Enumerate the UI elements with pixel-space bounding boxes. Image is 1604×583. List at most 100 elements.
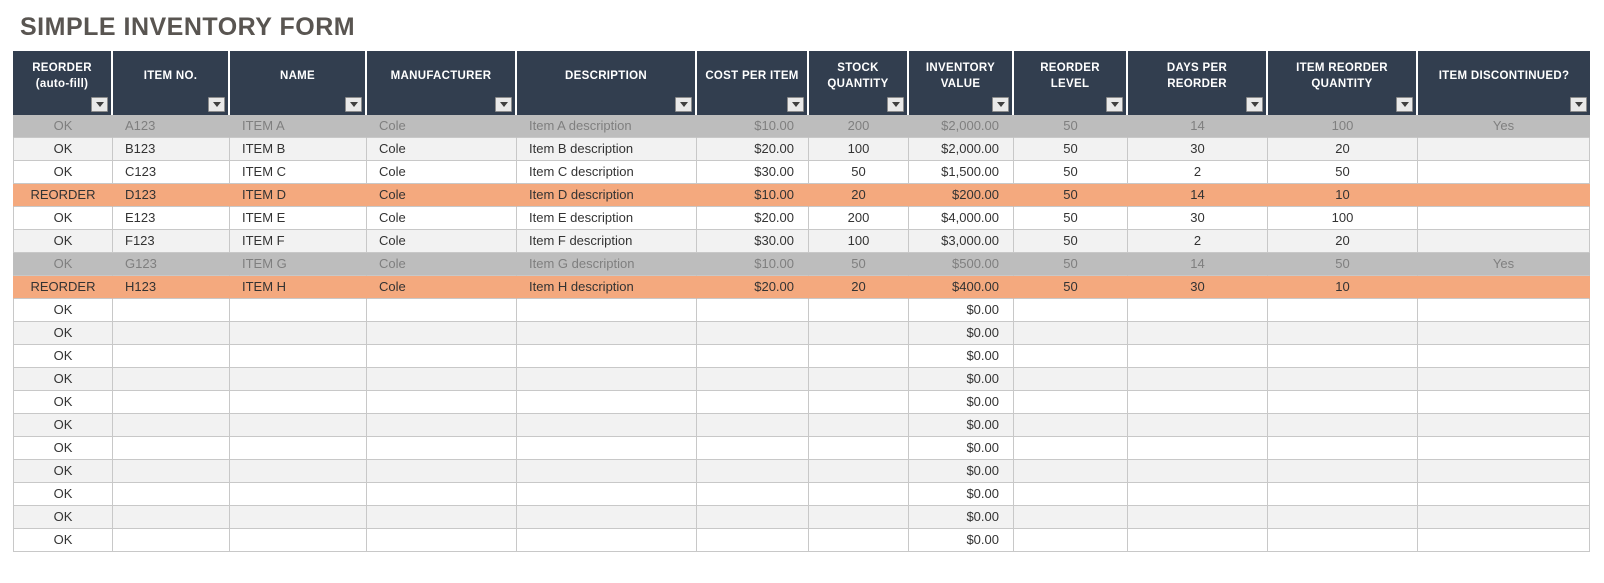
cell-item_reorder_qty[interactable] xyxy=(1268,483,1418,506)
cell-item_reorder_qty[interactable] xyxy=(1268,299,1418,322)
cell-name[interactable] xyxy=(230,368,367,391)
cell-description[interactable] xyxy=(517,483,697,506)
cell-reorder_status[interactable]: OK xyxy=(13,529,113,552)
cell-cost_per_item[interactable]: $10.00 xyxy=(697,184,809,207)
cell-name[interactable] xyxy=(230,299,367,322)
cell-manufacturer[interactable] xyxy=(367,483,517,506)
cell-name[interactable] xyxy=(230,391,367,414)
cell-cost_per_item[interactable] xyxy=(697,483,809,506)
filter-dropdown-button-description[interactable] xyxy=(675,97,692,112)
cell-stock_quantity[interactable] xyxy=(809,529,909,552)
cell-days_per_reorder[interactable]: 30 xyxy=(1128,207,1268,230)
cell-item_discontinued[interactable] xyxy=(1418,368,1590,391)
cell-description[interactable]: Item E description xyxy=(517,207,697,230)
cell-reorder_status[interactable]: OK xyxy=(13,207,113,230)
cell-item_discontinued[interactable] xyxy=(1418,391,1590,414)
cell-stock_quantity[interactable] xyxy=(809,414,909,437)
cell-reorder_status[interactable]: OK xyxy=(13,161,113,184)
cell-item_reorder_qty[interactable]: 10 xyxy=(1268,184,1418,207)
cell-stock_quantity[interactable] xyxy=(809,506,909,529)
filter-dropdown-button-item_discontinued[interactable] xyxy=(1570,97,1587,112)
filter-dropdown-button-days_per_reorder[interactable] xyxy=(1246,97,1263,112)
cell-manufacturer[interactable]: Cole xyxy=(367,115,517,138)
cell-days_per_reorder[interactable] xyxy=(1128,414,1268,437)
cell-stock_quantity[interactable] xyxy=(809,299,909,322)
cell-cost_per_item[interactable]: $30.00 xyxy=(697,230,809,253)
cell-days_per_reorder[interactable] xyxy=(1128,368,1268,391)
cell-days_per_reorder[interactable] xyxy=(1128,529,1268,552)
cell-name[interactable]: ITEM E xyxy=(230,207,367,230)
cell-item_discontinued[interactable] xyxy=(1418,207,1590,230)
cell-name[interactable] xyxy=(230,414,367,437)
cell-name[interactable]: ITEM G xyxy=(230,253,367,276)
cell-reorder_level[interactable]: 50 xyxy=(1014,230,1128,253)
cell-inventory_value[interactable]: $0.00 xyxy=(909,529,1014,552)
cell-inventory_value[interactable]: $0.00 xyxy=(909,345,1014,368)
cell-manufacturer[interactable]: Cole xyxy=(367,230,517,253)
cell-days_per_reorder[interactable]: 14 xyxy=(1128,184,1268,207)
cell-item_reorder_qty[interactable]: 100 xyxy=(1268,115,1418,138)
cell-inventory_value[interactable]: $0.00 xyxy=(909,483,1014,506)
cell-cost_per_item[interactable]: $20.00 xyxy=(697,138,809,161)
cell-item_discontinued[interactable] xyxy=(1418,345,1590,368)
cell-item_no[interactable] xyxy=(113,460,230,483)
cell-days_per_reorder[interactable] xyxy=(1128,506,1268,529)
cell-cost_per_item[interactable]: $20.00 xyxy=(697,207,809,230)
cell-manufacturer[interactable] xyxy=(367,437,517,460)
cell-name[interactable]: ITEM B xyxy=(230,138,367,161)
cell-manufacturer[interactable]: Cole xyxy=(367,138,517,161)
cell-description[interactable] xyxy=(517,322,697,345)
cell-manufacturer[interactable] xyxy=(367,460,517,483)
cell-inventory_value[interactable]: $200.00 xyxy=(909,184,1014,207)
cell-name[interactable]: ITEM C xyxy=(230,161,367,184)
cell-name[interactable]: ITEM A xyxy=(230,115,367,138)
cell-reorder_status[interactable]: OK xyxy=(13,437,113,460)
filter-dropdown-button-inventory_value[interactable] xyxy=(992,97,1009,112)
cell-item_no[interactable] xyxy=(113,345,230,368)
cell-stock_quantity[interactable] xyxy=(809,483,909,506)
cell-name[interactable]: ITEM F xyxy=(230,230,367,253)
cell-item_no[interactable] xyxy=(113,391,230,414)
cell-reorder_level[interactable] xyxy=(1014,483,1128,506)
cell-reorder_level[interactable]: 50 xyxy=(1014,138,1128,161)
cell-stock_quantity[interactable]: 100 xyxy=(809,138,909,161)
cell-reorder_status[interactable]: REORDER xyxy=(13,276,113,299)
cell-stock_quantity[interactable]: 100 xyxy=(809,230,909,253)
cell-days_per_reorder[interactable]: 14 xyxy=(1128,253,1268,276)
filter-dropdown-button-stock_quantity[interactable] xyxy=(887,97,904,112)
cell-manufacturer[interactable]: Cole xyxy=(367,207,517,230)
cell-item_no[interactable] xyxy=(113,506,230,529)
cell-manufacturer[interactable] xyxy=(367,299,517,322)
cell-reorder_status[interactable]: OK xyxy=(13,506,113,529)
cell-item_discontinued[interactable] xyxy=(1418,460,1590,483)
cell-item_reorder_qty[interactable]: 20 xyxy=(1268,138,1418,161)
cell-item_reorder_qty[interactable]: 100 xyxy=(1268,207,1418,230)
cell-item_discontinued[interactable] xyxy=(1418,529,1590,552)
cell-item_discontinued[interactable] xyxy=(1418,483,1590,506)
cell-description[interactable]: Item G description xyxy=(517,253,697,276)
cell-description[interactable]: Item B description xyxy=(517,138,697,161)
cell-inventory_value[interactable]: $0.00 xyxy=(909,368,1014,391)
cell-manufacturer[interactable] xyxy=(367,368,517,391)
cell-days_per_reorder[interactable]: 30 xyxy=(1128,138,1268,161)
cell-cost_per_item[interactable]: $10.00 xyxy=(697,253,809,276)
cell-item_discontinued[interactable] xyxy=(1418,299,1590,322)
cell-description[interactable]: Item A description xyxy=(517,115,697,138)
cell-inventory_value[interactable]: $4,000.00 xyxy=(909,207,1014,230)
cell-days_per_reorder[interactable] xyxy=(1128,391,1268,414)
cell-days_per_reorder[interactable]: 30 xyxy=(1128,276,1268,299)
cell-item_reorder_qty[interactable] xyxy=(1268,506,1418,529)
cell-reorder_level[interactable]: 50 xyxy=(1014,276,1128,299)
cell-reorder_level[interactable]: 50 xyxy=(1014,161,1128,184)
cell-manufacturer[interactable] xyxy=(367,391,517,414)
cell-name[interactable] xyxy=(230,322,367,345)
cell-inventory_value[interactable]: $0.00 xyxy=(909,460,1014,483)
cell-reorder_status[interactable]: OK xyxy=(13,299,113,322)
cell-manufacturer[interactable]: Cole xyxy=(367,276,517,299)
cell-description[interactable] xyxy=(517,345,697,368)
cell-item_no[interactable]: D123 xyxy=(113,184,230,207)
cell-item_reorder_qty[interactable] xyxy=(1268,322,1418,345)
cell-reorder_level[interactable] xyxy=(1014,437,1128,460)
cell-days_per_reorder[interactable] xyxy=(1128,483,1268,506)
cell-name[interactable]: ITEM H xyxy=(230,276,367,299)
